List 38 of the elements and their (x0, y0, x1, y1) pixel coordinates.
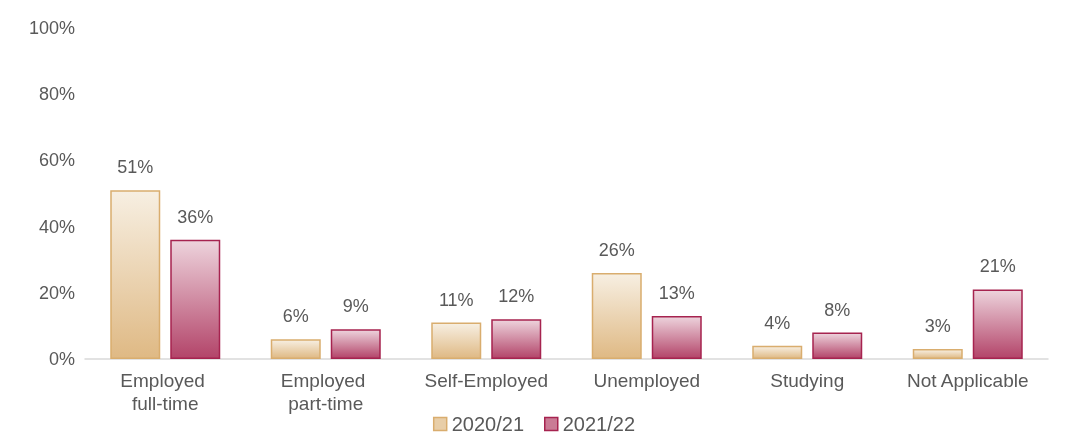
bar (972, 289, 1023, 359)
data-label: 4% (764, 312, 791, 333)
x-tick-label: Self-Employed (424, 370, 549, 391)
x-tick-label: Unemployed (593, 370, 701, 391)
data-label: 21% (979, 256, 1016, 277)
bar (431, 322, 482, 359)
data-label: 12% (498, 286, 535, 307)
data-label: 36% (177, 206, 214, 227)
bar (651, 315, 702, 359)
y-tick-label: 80% (38, 84, 75, 105)
data-label: 9% (342, 296, 369, 317)
bar (270, 339, 321, 359)
y-tick-label: 0% (48, 349, 75, 369)
data-label: 6% (282, 306, 309, 327)
x-tick-label: Studying (770, 370, 845, 391)
data-label: 11% (438, 289, 474, 310)
bar (491, 319, 542, 359)
x-tick-label: Employed full-time (120, 370, 211, 414)
bar (110, 190, 161, 359)
bar (170, 239, 221, 359)
bar (591, 272, 642, 359)
bar (912, 349, 963, 359)
data-label: 13% (658, 282, 695, 303)
data-label: 51% (117, 157, 154, 178)
x-tick-label: Employed part-time (280, 370, 371, 414)
data-label: 8% (824, 299, 851, 320)
bar (812, 332, 863, 359)
y-tick-label: 40% (38, 216, 75, 237)
y-tick-label: 20% (38, 282, 75, 303)
data-label: 3% (924, 316, 951, 337)
legend-label: 2021/22 (562, 413, 636, 435)
legend-label: 2020/21 (451, 413, 524, 435)
y-tick-label: 60% (38, 150, 75, 171)
y-tick-label: 100% (28, 18, 75, 38)
bar (752, 345, 803, 359)
data-label: 26% (598, 239, 635, 260)
bar (330, 329, 381, 359)
x-tick-label: Not Applicable (907, 370, 1029, 391)
